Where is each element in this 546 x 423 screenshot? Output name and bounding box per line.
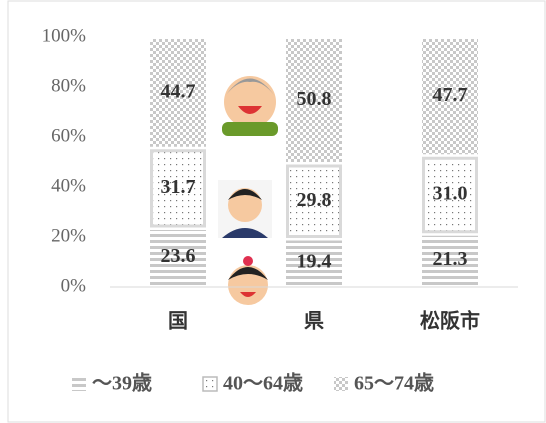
value-label: 31.0 xyxy=(433,183,468,205)
x-tick-label: 国 xyxy=(168,311,188,333)
y-tick-label: 0% xyxy=(61,275,87,296)
y-tick-label: 80% xyxy=(51,75,86,96)
legend-swatch xyxy=(334,377,348,391)
x-tick-label: 県 xyxy=(304,310,324,333)
value-label: 29.8 xyxy=(297,189,332,211)
value-label: 47.7 xyxy=(433,84,468,106)
value-label: 19.4 xyxy=(297,250,332,272)
value-label: 50.8 xyxy=(297,88,332,110)
legend-swatch xyxy=(72,377,86,391)
y-tick-label: 100% xyxy=(42,25,87,46)
icon-elder xyxy=(222,76,278,136)
value-label: 31.7 xyxy=(161,176,196,198)
value-label: 44.7 xyxy=(161,80,196,102)
legend-label: ～39歳 xyxy=(92,371,152,395)
legend-swatch xyxy=(203,377,217,391)
x-tick-label: 松阪市 xyxy=(420,309,480,333)
y-tick-label: 20% xyxy=(51,225,86,246)
legend-label: 40～64歳 xyxy=(223,371,303,395)
value-label: 23.6 xyxy=(161,245,196,267)
legend-label: 65～74歳 xyxy=(354,371,434,395)
y-tick-label: 40% xyxy=(51,175,86,196)
chart: 0% 20% 40% 60% 80% 100% 23.6 31.7 44.7 国 19.4 29.8 5… xyxy=(0,0,546,423)
icon-child xyxy=(228,256,268,305)
y-tick-label: 60% xyxy=(51,125,86,146)
icon-adult xyxy=(218,180,272,238)
value-label: 21.3 xyxy=(433,248,468,270)
